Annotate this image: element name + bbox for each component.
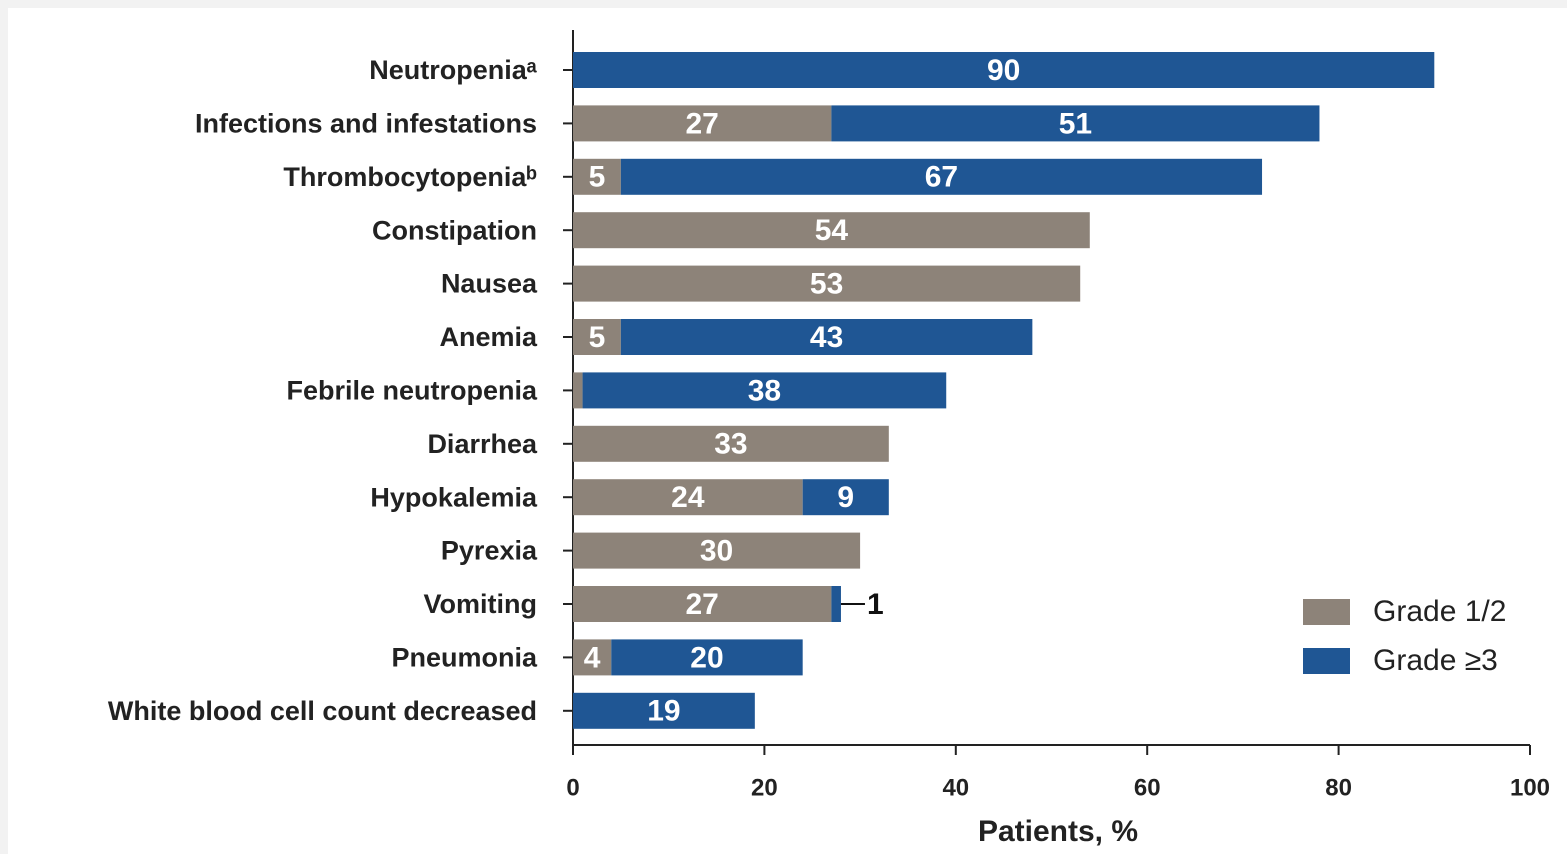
y-tick-label: Thrombocytopeniaᵇ [283, 162, 537, 192]
x-tick-label: 60 [1134, 774, 1161, 801]
bar-segment [573, 586, 832, 622]
value-label: 24 [671, 481, 705, 514]
bar-segment [573, 372, 583, 409]
value-label: 5 [589, 161, 606, 194]
legend-swatch [1303, 599, 1350, 625]
y-tick-label: Neutropeniaᵃ [369, 55, 538, 85]
legend-label: Grade 1/2 [1373, 595, 1506, 628]
bar-segment [802, 479, 889, 516]
value-label: 43 [810, 321, 843, 354]
bar-segment [573, 692, 755, 729]
value-label: 9 [837, 481, 854, 514]
value-label: 54 [815, 214, 849, 247]
bar-segment [573, 265, 1081, 302]
value-label: 27 [686, 588, 719, 621]
bar-segment [573, 639, 612, 676]
bar-segment [620, 319, 1033, 355]
bar-segment [620, 158, 1263, 195]
bar-segment [573, 319, 621, 355]
bar-segment [573, 105, 832, 142]
bar-segment [573, 212, 1090, 249]
x-tick-label: 20 [751, 774, 778, 801]
y-tick-label: Constipation [372, 215, 537, 245]
y-tick-label: Pyrexia [441, 536, 538, 566]
x-tick-label: 80 [1325, 774, 1352, 801]
bar-segment [573, 158, 621, 195]
x-axis-title: Patients, % [978, 815, 1138, 848]
legend-label: Grade ≥3 [1373, 644, 1498, 677]
bar-segment [582, 372, 947, 409]
bar-segment [611, 639, 803, 676]
value-label: 30 [700, 535, 733, 568]
x-tick-label: 40 [942, 774, 969, 801]
value-label: 53 [810, 268, 843, 301]
y-tick-label: Hypokalemia [370, 482, 538, 512]
bar-segment [831, 105, 1320, 142]
x-tick-label: 0 [566, 774, 579, 801]
bar-segment [573, 425, 889, 462]
bar-segment [831, 586, 841, 622]
value-label: 33 [714, 428, 747, 461]
value-label: 1 [867, 588, 884, 621]
legend-swatch [1303, 648, 1350, 674]
value-label: 38 [748, 374, 781, 407]
value-label: 4 [584, 641, 601, 674]
value-label: 27 [686, 107, 719, 140]
y-tick-label: Nausea [441, 269, 538, 299]
y-tick-label: White blood cell count decreased [108, 696, 537, 726]
x-tick-label: 100 [1510, 774, 1550, 801]
y-tick-label: Vomiting [424, 589, 537, 619]
bar-segment [573, 479, 803, 516]
value-label: 90 [987, 54, 1020, 87]
value-label: 5 [589, 321, 606, 354]
y-tick-label: Pneumonia [391, 643, 538, 673]
value-label: 19 [647, 695, 680, 728]
y-tick-label: Febrile neutropenia [286, 376, 538, 406]
value-label: 67 [925, 161, 958, 194]
value-label: 51 [1059, 107, 1092, 140]
value-label: 20 [690, 641, 723, 674]
bar-segment [573, 52, 1435, 88]
y-tick-label: Diarrhea [427, 429, 538, 459]
bar-segment [573, 532, 861, 569]
y-tick-label: Infections and infestations [195, 109, 537, 139]
y-tick-label: Anemia [439, 322, 538, 352]
